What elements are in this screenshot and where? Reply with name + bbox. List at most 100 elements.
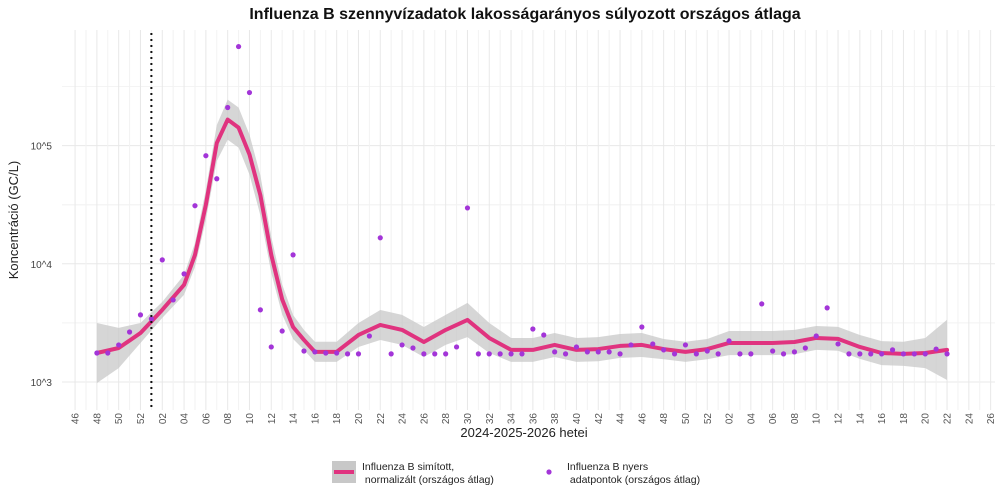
data-point: [235, 43, 242, 50]
x-tick-label: 40: [572, 413, 583, 425]
x-tick-label: 02: [158, 413, 169, 425]
legend-label: Influenza B simított, normalizált (orszá…: [362, 461, 494, 486]
x-tick-label: 32: [485, 413, 496, 425]
data-point: [868, 351, 874, 357]
y-axis-label: Koncentráció (GC/L): [6, 161, 21, 280]
data-point: [453, 344, 460, 350]
x-tick-label: 30: [463, 413, 474, 425]
data-point: [552, 349, 558, 355]
x-tick-label: 36: [528, 413, 539, 425]
data-point: [933, 346, 939, 352]
x-tick-label: 06: [201, 413, 212, 425]
data-point: [791, 349, 798, 355]
data-point: [846, 351, 852, 357]
data-point: [682, 342, 689, 348]
data-point: [541, 332, 547, 338]
data-point: [835, 341, 841, 347]
legend-label: Influenza B nyers adatpontok (országos á…: [567, 461, 700, 486]
data-point: [366, 333, 372, 339]
data-point: [562, 351, 569, 357]
data-point: [116, 342, 122, 348]
x-tick-label: 16: [877, 413, 888, 425]
x-tick-label: 28: [441, 413, 452, 425]
data-point: [650, 341, 656, 347]
y-tick-label: 10^5: [31, 142, 53, 153]
data-point: [181, 271, 187, 277]
data-point: [170, 297, 176, 303]
x-tick-label: 46: [637, 413, 648, 425]
data-point: [889, 347, 896, 353]
x-tick-label: 22: [943, 413, 954, 425]
data-point: [203, 153, 209, 159]
data-point: [486, 351, 492, 357]
x-tick-label: 24: [964, 413, 975, 425]
legend-key: [546, 469, 552, 475]
data-point: [497, 351, 503, 357]
data-point: [573, 344, 580, 350]
data-point: [704, 348, 710, 354]
data-point: [693, 351, 699, 357]
data-point: [148, 316, 154, 322]
legend-key-bg: [540, 461, 564, 483]
data-point: [268, 344, 274, 350]
data-point: [246, 89, 253, 96]
x-tick-label: 02: [725, 413, 736, 425]
data-point: [661, 347, 667, 353]
x-tick-label: 26: [419, 413, 430, 425]
data-point: [639, 324, 645, 330]
smoothed-line: [94, 117, 950, 356]
legend-item: Influenza B nyers adatpontok (országos á…: [540, 461, 700, 486]
data-point: [759, 301, 765, 307]
data-point: [944, 351, 950, 357]
x-tick-label: 44: [616, 413, 627, 425]
data-point: [584, 349, 590, 355]
data-point: [301, 348, 307, 354]
x-tick-label: 22: [376, 413, 387, 425]
data-point: [192, 203, 198, 209]
y-tick-label: 10^4: [31, 260, 53, 271]
data-point: [432, 351, 438, 357]
x-tick-label: 52: [703, 413, 714, 425]
data-point: [399, 342, 405, 348]
data-point: [355, 351, 362, 357]
x-tick-label: 14: [289, 413, 300, 425]
data-point: [159, 257, 165, 263]
data-point: [508, 351, 514, 357]
y-tick-label: 10^3: [31, 378, 53, 389]
x-tick-label: 08: [790, 413, 801, 425]
data-point: [105, 350, 111, 356]
data-point: [737, 351, 743, 357]
x-axis-label: 2024-2025-2026 hetei: [460, 425, 587, 440]
data-point: [780, 351, 787, 357]
data-point: [464, 205, 471, 211]
x-tick-label: 50: [681, 413, 692, 425]
x-tick-label: 10: [245, 413, 256, 425]
x-tick-label: 38: [550, 413, 561, 425]
data-point: [377, 235, 383, 241]
data-point: [519, 351, 525, 357]
data-point: [824, 305, 830, 311]
data-point: [323, 350, 329, 356]
data-point: [911, 351, 917, 357]
data-point: [279, 328, 285, 334]
x-tick-label: 48: [92, 413, 103, 425]
data-point: [126, 329, 133, 335]
x-tick-label: 34: [507, 413, 518, 425]
data-point: [900, 351, 907, 357]
x-tick-label: 42: [594, 413, 605, 425]
data-point: [857, 351, 863, 357]
data-point: [290, 252, 296, 258]
x-tick-label: 10: [812, 413, 823, 425]
data-point: [879, 351, 885, 357]
data-point: [312, 349, 318, 355]
x-tick-label: 16: [310, 413, 321, 425]
x-tick-label: 12: [267, 413, 278, 425]
data-point: [94, 350, 100, 356]
data-point: [410, 345, 416, 351]
legend-item: Influenza B simított, normalizált (orszá…: [332, 461, 494, 486]
data-point: [628, 342, 634, 348]
data-point: [530, 326, 536, 332]
x-tick-label: 20: [921, 413, 932, 425]
